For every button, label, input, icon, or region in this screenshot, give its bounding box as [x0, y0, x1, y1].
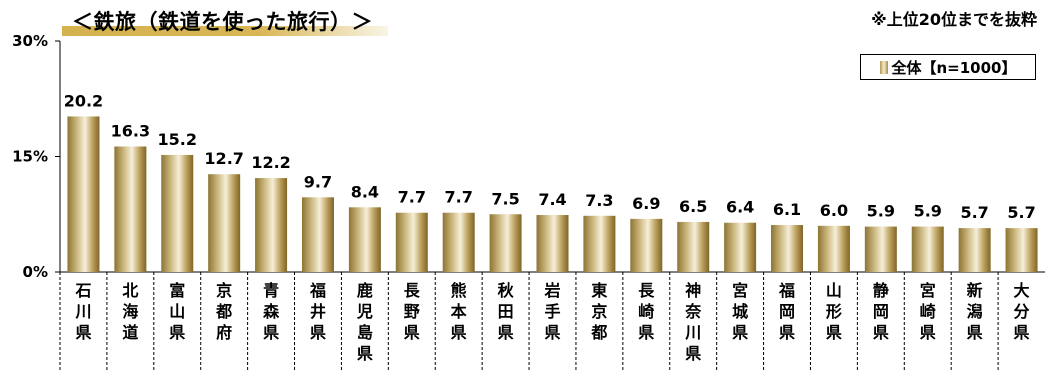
category-label: 秋田県	[498, 281, 515, 342]
chart-title-block: ＜鉄旅（鉄道を使った旅行）＞	[62, 4, 388, 36]
category-label: 鹿児島県	[356, 281, 373, 363]
bar	[67, 116, 100, 273]
category-label: 神奈川県	[684, 281, 702, 363]
category-labels: 石川県 北海道 富山県 京都府 青森県 福井県 鹿児島県 長野県 熊本県 秋田県 岩手県 東京都 長崎県…	[74, 281, 1029, 363]
bar	[630, 218, 663, 272]
bar	[1005, 228, 1038, 272]
bar	[489, 214, 522, 272]
bar	[301, 197, 334, 272]
category-label: 長野県	[404, 281, 421, 342]
y-tick-label: 30%	[12, 32, 48, 50]
data-label: 7.4	[538, 190, 566, 209]
data-label: 7.5	[491, 189, 519, 208]
data-label: 5.7	[1007, 203, 1035, 222]
bar	[958, 228, 991, 272]
chart-note: ※上位20位までを抜粋	[871, 10, 1037, 29]
category-label: 青森県	[263, 281, 280, 342]
bar	[864, 226, 897, 272]
chart-title: ＜鉄旅（鉄道を使った旅行）＞	[72, 10, 373, 34]
bar	[536, 215, 569, 272]
data-label: 7.7	[398, 188, 426, 207]
value-labels: 20.2 16.3 15.2 12.7 12.2 9.7 8.4 7.7 7.7 7.5 7.4 7.…	[64, 91, 1036, 222]
data-label: 9.7	[304, 172, 332, 191]
legend: 全体【n=1000】	[860, 54, 1036, 80]
category-label: 新潟県	[967, 281, 983, 342]
data-label: 6.0	[820, 201, 848, 220]
data-label: 6.4	[726, 198, 754, 217]
bar	[255, 178, 288, 272]
category-label: 宮崎県	[920, 281, 936, 342]
category-label: 福岡県	[778, 281, 795, 342]
data-label: 5.7	[960, 203, 988, 222]
data-label: 7.7	[445, 188, 473, 207]
category-label: 宮城県	[732, 281, 748, 342]
category-label: 長崎県	[638, 281, 655, 342]
bar	[208, 174, 241, 272]
category-label: 静岡県	[873, 281, 889, 342]
title-underline	[62, 26, 388, 36]
category-label: 山形県	[826, 281, 842, 342]
data-label: 16.3	[111, 121, 150, 140]
category-label: 石川県	[74, 281, 91, 342]
legend-label: 全体【n=1000】	[891, 58, 1017, 77]
bar	[583, 215, 616, 272]
data-label: 7.3	[585, 191, 613, 210]
bar	[771, 225, 804, 272]
bar	[724, 222, 757, 272]
category-label: 岩手県	[543, 281, 560, 342]
data-label: 6.5	[679, 197, 707, 216]
category-label: 大分県	[1014, 281, 1030, 342]
category-label: 熊本県	[451, 281, 467, 342]
data-label: 15.2	[158, 130, 197, 149]
data-label: 6.9	[632, 194, 660, 213]
y-tick-label: 0%	[23, 263, 48, 281]
y-tick-label: 15%	[12, 148, 48, 166]
legend-swatch	[879, 60, 888, 74]
data-label: 8.4	[351, 182, 379, 201]
data-label: 6.1	[773, 200, 801, 219]
category-label: 福井県	[309, 281, 326, 342]
bar	[348, 207, 381, 272]
data-label: 5.9	[867, 202, 895, 221]
bar	[114, 146, 147, 272]
bar	[442, 212, 475, 272]
data-label: 12.2	[251, 153, 290, 172]
data-label: 5.9	[914, 202, 942, 221]
bar	[817, 225, 850, 272]
category-label: 京都府	[215, 281, 232, 342]
bar	[161, 154, 194, 272]
category-label: 東京都	[590, 281, 607, 342]
category-label: 富山県	[169, 281, 185, 342]
bar	[677, 221, 710, 272]
data-label: 20.2	[64, 91, 103, 110]
bars	[67, 116, 1038, 273]
bar	[395, 212, 428, 272]
data-label: 12.7	[204, 149, 243, 168]
bar	[911, 226, 944, 272]
category-label: 北海道	[122, 281, 138, 342]
